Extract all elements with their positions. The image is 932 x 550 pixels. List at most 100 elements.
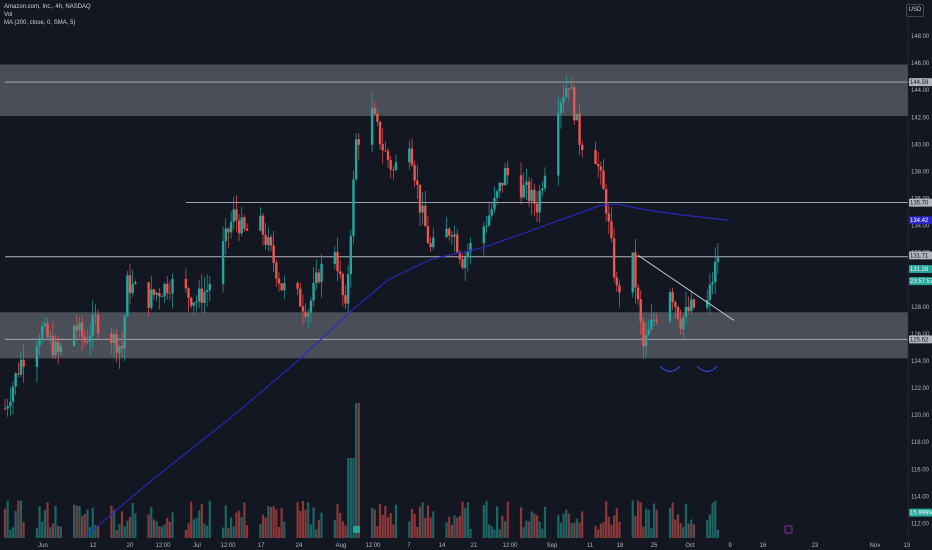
candle-body[interactable]	[458, 252, 462, 260]
candle-body[interactable]	[602, 170, 605, 190]
candle-body[interactable]	[370, 107, 374, 145]
candle-body[interactable]	[208, 284, 212, 291]
candle-body[interactable]	[570, 87, 573, 89]
candle-body[interactable]	[493, 197, 496, 210]
candle-body[interactable]	[424, 205, 427, 227]
candle-body[interactable]	[650, 319, 653, 330]
trendline[interactable]	[637, 255, 735, 321]
candle-body[interactable]	[259, 215, 262, 231]
candle-body[interactable]	[535, 203, 539, 213]
candle-body[interactable]	[160, 296, 164, 298]
candle-body[interactable]	[674, 302, 677, 307]
candle-body[interactable]	[11, 386, 15, 402]
candle-body[interactable]	[557, 113, 560, 176]
moving-average-indicator-label[interactable]: MA (200, close, 0, SMA, 5)	[4, 20, 76, 26]
candle-body[interactable]	[642, 321, 645, 347]
candle-body[interactable]	[490, 209, 493, 216]
candle-body[interactable]	[562, 97, 565, 103]
candle-body[interactable]	[83, 336, 86, 342]
candle-body[interactable]	[599, 166, 603, 171]
time-axis[interactable]	[0, 539, 932, 550]
pattern-arc[interactable]	[659, 366, 681, 372]
candle-body[interactable]	[78, 322, 81, 331]
candle-body[interactable]	[487, 215, 491, 226]
candle-body[interactable]	[376, 113, 379, 122]
candle-body[interactable]	[684, 306, 688, 318]
symbol-title[interactable]: Amazon.com, Inc., 4h, NASDAQ	[4, 4, 91, 10]
candle-body[interactable]	[506, 167, 509, 176]
candle-body[interactable]	[615, 277, 618, 286]
candle-body[interactable]	[594, 149, 597, 165]
candle-body[interactable]	[533, 189, 536, 204]
candle-body[interactable]	[166, 283, 169, 293]
candle-body[interactable]	[267, 237, 270, 245]
candle-body[interactable]	[112, 334, 116, 343]
candle-body[interactable]	[338, 271, 342, 275]
candle-body[interactable]	[309, 300, 313, 313]
candle-body[interactable]	[429, 242, 432, 248]
candle-body[interactable]	[275, 262, 278, 279]
candle-body[interactable]	[578, 113, 581, 145]
candle-body[interactable]	[679, 318, 682, 330]
candle-body[interactable]	[17, 373, 20, 375]
candle-body[interactable]	[110, 333, 113, 343]
candle-body[interactable]	[352, 179, 355, 236]
candle-body[interactable]	[14, 373, 17, 387]
candle-body[interactable]	[618, 285, 621, 293]
candle-body[interactable]	[336, 252, 339, 272]
candle-body[interactable]	[687, 306, 690, 312]
candle-body[interactable]	[227, 228, 230, 233]
candle-body[interactable]	[543, 175, 547, 189]
candle-body[interactable]	[636, 287, 640, 300]
candle-body[interactable]	[527, 181, 531, 202]
candle-body[interactable]	[80, 322, 84, 337]
candle-body[interactable]	[408, 148, 411, 163]
candle-body[interactable]	[283, 283, 286, 291]
candle-body[interactable]	[200, 288, 204, 303]
candle-body[interactable]	[163, 283, 166, 297]
candle-body[interactable]	[88, 335, 92, 342]
candle-body[interactable]	[312, 282, 315, 301]
candle-body[interactable]	[229, 221, 233, 233]
candle-body[interactable]	[690, 299, 693, 312]
candle-body[interactable]	[221, 241, 225, 285]
candle-body[interactable]	[240, 217, 243, 234]
candle-body[interactable]	[519, 175, 523, 198]
candle-body[interactable]	[134, 282, 137, 285]
candle-body[interactable]	[448, 228, 451, 236]
candle-body[interactable]	[168, 292, 172, 294]
candle-body[interactable]	[655, 319, 658, 322]
candle-body[interactable]	[128, 275, 132, 294]
candle-body[interactable]	[341, 274, 345, 296]
candle-body[interactable]	[559, 102, 563, 114]
pattern-arc[interactable]	[696, 366, 718, 372]
candle-body[interactable]	[41, 326, 44, 341]
candle-body[interactable]	[3, 408, 7, 410]
candle-body[interactable]	[384, 150, 387, 152]
candle-body[interactable]	[607, 213, 611, 222]
candle-body[interactable]	[317, 272, 321, 282]
support-resistance-zone[interactable]	[0, 312, 908, 359]
candle-body[interactable]	[378, 121, 382, 145]
candle-body[interactable]	[22, 359, 25, 367]
candle-body[interactable]	[501, 182, 504, 186]
candle-body[interactable]	[243, 217, 246, 229]
candle-body[interactable]	[386, 150, 390, 161]
candle-body[interactable]	[456, 234, 459, 253]
candle-body[interactable]	[652, 319, 656, 321]
candle-body[interactable]	[581, 144, 584, 150]
candle-body[interactable]	[94, 315, 97, 316]
candle-body[interactable]	[445, 228, 448, 238]
candle-body[interactable]	[485, 225, 488, 227]
candle-body[interactable]	[272, 245, 275, 263]
candle-body[interactable]	[612, 238, 616, 278]
candle-body[interactable]	[96, 315, 100, 334]
candle-body[interactable]	[525, 181, 528, 186]
price-axis[interactable]	[908, 0, 932, 550]
candle-body[interactable]	[716, 257, 720, 262]
candle-body[interactable]	[575, 113, 579, 121]
candle-body[interactable]	[75, 325, 79, 331]
candle-body[interactable]	[150, 289, 153, 308]
candle-body[interactable]	[35, 345, 39, 367]
candle-body[interactable]	[639, 299, 642, 322]
